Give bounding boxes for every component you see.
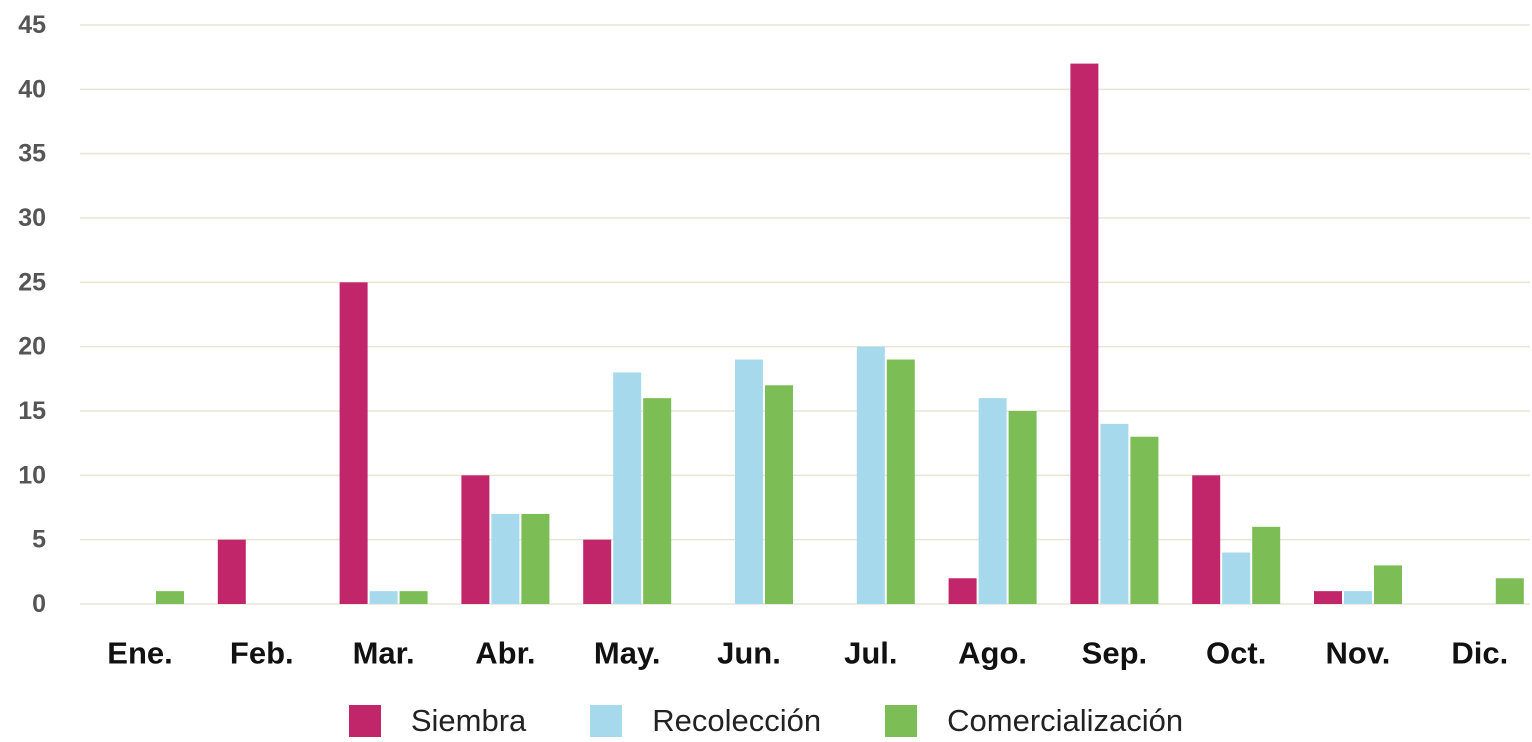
x-tick-label-jun: Jun. xyxy=(717,636,781,671)
bar-recoleccion-jun xyxy=(735,359,763,604)
x-tick-label-oct: Oct. xyxy=(1206,636,1266,671)
bar-recoleccion-may xyxy=(613,372,642,604)
bar-siembra-may xyxy=(583,539,612,604)
x-tick-label-abr: Abr. xyxy=(475,636,535,671)
legend-swatch-siembra xyxy=(348,705,381,737)
bar-comercializacion-may xyxy=(643,398,672,604)
bar-siembra-nov xyxy=(1314,591,1342,604)
bars xyxy=(156,63,1524,605)
legend-swatch-comercializacion xyxy=(885,705,918,737)
bar-recoleccion-oct xyxy=(1222,552,1251,604)
x-tick-label-mar: Mar. xyxy=(353,636,415,671)
legend-label-comercializacion: Comercialización xyxy=(947,703,1184,738)
x-tick-label-jul: Jul. xyxy=(844,636,897,671)
y-tick-label: 40 xyxy=(18,75,46,103)
y-tick-label: 0 xyxy=(32,590,46,618)
bar-siembra-feb xyxy=(217,539,246,604)
x-tick-label-feb: Feb. xyxy=(230,636,294,671)
y-tick-label: 15 xyxy=(18,397,46,425)
legend-item-siembra: Siembra xyxy=(348,703,527,739)
bar-comercializacion-jul xyxy=(886,359,915,604)
x-tick-label-nov: Nov. xyxy=(1326,636,1391,671)
bar-recoleccion-ago xyxy=(978,398,1007,604)
y-tick-label: 20 xyxy=(18,333,46,361)
y-tick-label: 30 xyxy=(18,204,46,232)
x-axis-tick-labels: Ene. Feb. Mar. Abr. May. Jun. Jul. Ago. Sep. Oct.… xyxy=(107,636,1508,671)
x-tick-label-ene: Ene. xyxy=(107,636,172,671)
x-tick-label-ago: Ago. xyxy=(958,636,1027,671)
bar-siembra-sep xyxy=(1070,63,1099,605)
legend-item-recoleccion: Recolección xyxy=(590,703,821,739)
legend-item-comercializacion: Comercialización xyxy=(885,703,1183,739)
bar-siembra-mar xyxy=(339,282,368,604)
bar-comercializacion-abr xyxy=(521,513,550,604)
bar-chart-plot: 0 5 10 15 20 25 30 35 40 45 Ene. Feb. Mar. Abr. May. J… xyxy=(18,11,1530,671)
legend: Siembra Recolección Comercialización xyxy=(0,700,1532,742)
bar-comercializacion-ago xyxy=(1008,411,1037,604)
bar-siembra-ago xyxy=(948,578,977,604)
y-axis-tick-labels: 0 5 10 15 20 25 30 35 40 45 xyxy=(18,11,46,618)
y-tick-label: 25 xyxy=(18,268,46,296)
bar-siembra-oct xyxy=(1192,475,1221,604)
bar-comercializacion-jun xyxy=(765,385,793,604)
bar-comercializacion-oct xyxy=(1252,526,1281,604)
x-tick-label-dic: Dic. xyxy=(1451,636,1508,671)
bar-recoleccion-jul xyxy=(856,346,885,604)
y-tick-label: 35 xyxy=(18,140,46,168)
bar-recoleccion-mar xyxy=(369,591,398,604)
bar-siembra-abr xyxy=(461,475,490,604)
legend-swatch-recoleccion xyxy=(590,705,623,737)
bar-recoleccion-nov xyxy=(1344,591,1372,604)
legend-label-siembra: Siembra xyxy=(410,703,527,738)
x-tick-label-may: May. xyxy=(594,636,661,671)
bar-comercializacion-sep xyxy=(1130,436,1159,604)
y-tick-label: 5 xyxy=(32,526,46,554)
bar-comercializacion-mar xyxy=(399,591,428,604)
y-tick-label: 10 xyxy=(18,461,46,489)
bar-comercializacion-nov xyxy=(1374,565,1402,604)
legend-label-recoleccion: Recolección xyxy=(652,703,822,738)
x-tick-label-sep: Sep. xyxy=(1082,636,1147,671)
bar-comercializacion-dic xyxy=(1495,578,1524,604)
gridlines xyxy=(80,24,1530,605)
bar-comercializacion-ene xyxy=(156,591,184,604)
bar-recoleccion-sep xyxy=(1100,423,1129,604)
bar-recoleccion-abr xyxy=(491,513,520,604)
y-tick-label: 45 xyxy=(18,11,46,39)
